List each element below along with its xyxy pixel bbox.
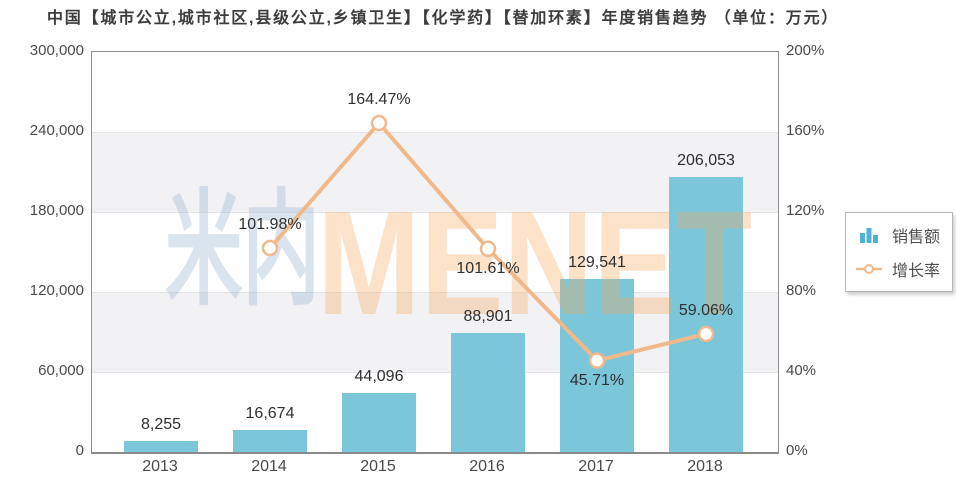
growth-marker[interactable] — [479, 240, 497, 258]
growth-value-label: 164.47% — [347, 91, 411, 109]
growth-value-label: 101.61% — [456, 259, 520, 277]
bar-value-label: 206,053 — [677, 152, 735, 170]
x-axis-tick: 2014 — [251, 458, 287, 475]
growth-value-label: 45.71% — [569, 371, 625, 389]
bar-2015[interactable] — [342, 393, 416, 452]
gridline — [92, 212, 778, 213]
y-axis-right-tick: 160% — [786, 122, 825, 139]
legend-item-sales[interactable]: 销售额 — [855, 223, 943, 247]
y-axis-left-tick: 60,000 — [38, 362, 84, 379]
growth-marker[interactable] — [261, 239, 279, 257]
growth-value-label: 101.98% — [238, 216, 302, 234]
bar-value-label: 88,901 — [463, 308, 513, 326]
legend: 销售额 增长率 — [845, 212, 953, 292]
bar-2013[interactable] — [124, 441, 198, 452]
growth-value-label: 59.06% — [678, 301, 734, 319]
plot-band — [92, 292, 778, 372]
x-axis-tick: 2013 — [142, 458, 178, 475]
bar-2016[interactable] — [451, 333, 525, 452]
legend-growth-label: 增长率 — [892, 263, 941, 280]
plot-area: 8,255 16,674 44,096 88,901 129,541 206,053 101… — [91, 51, 779, 454]
y-axis-left-tick: 120,000 — [29, 282, 84, 299]
y-axis-left-tick: 0 — [75, 442, 84, 459]
bar-value-label: 44,096 — [354, 368, 404, 386]
bar-value-label: 8,255 — [140, 416, 182, 433]
y-axis-right-tick: 120% — [786, 202, 825, 219]
y-axis-right-tick: 0% — [786, 442, 808, 459]
growth-marker[interactable] — [370, 114, 388, 132]
legend-item-growth[interactable]: 增长率 — [855, 257, 943, 281]
x-axis-tick: 2015 — [360, 458, 396, 475]
bar-value-label: 129,541 — [568, 254, 626, 272]
x-axis-tick: 2016 — [469, 458, 505, 475]
y-axis-left-tick: 180,000 — [29, 202, 84, 219]
bar-2014[interactable] — [233, 429, 307, 452]
y-axis-right-tick: 200% — [786, 42, 825, 59]
gridline — [92, 372, 778, 373]
plot-band — [92, 132, 778, 212]
y-axis-left-tick: 300,000 — [29, 42, 84, 59]
bar-value-label: 16,674 — [245, 404, 295, 422]
y-axis-right-tick: 80% — [786, 282, 817, 299]
legend-sales-label: 销售额 — [892, 229, 941, 246]
y-axis-right-tick: 40% — [786, 362, 817, 379]
bar-chart-icon — [855, 226, 883, 244]
chart-title: 中国【城市公立,城市社区,县级公立,乡镇卫生】【化学药】【替加环素】年度销售趋势… — [47, 10, 840, 27]
growth-line-layer — [261, 114, 715, 369]
bar-2018[interactable] — [669, 177, 743, 452]
growth-marker[interactable] — [697, 325, 715, 343]
gridline — [92, 132, 778, 133]
gridline — [92, 292, 778, 293]
y-axis-left-tick: 240,000 — [29, 122, 84, 139]
growth-marker[interactable] — [588, 352, 606, 369]
x-axis-tick: 2018 — [687, 458, 723, 475]
x-axis-tick: 2017 — [578, 458, 614, 475]
line-marker-icon — [855, 260, 883, 278]
